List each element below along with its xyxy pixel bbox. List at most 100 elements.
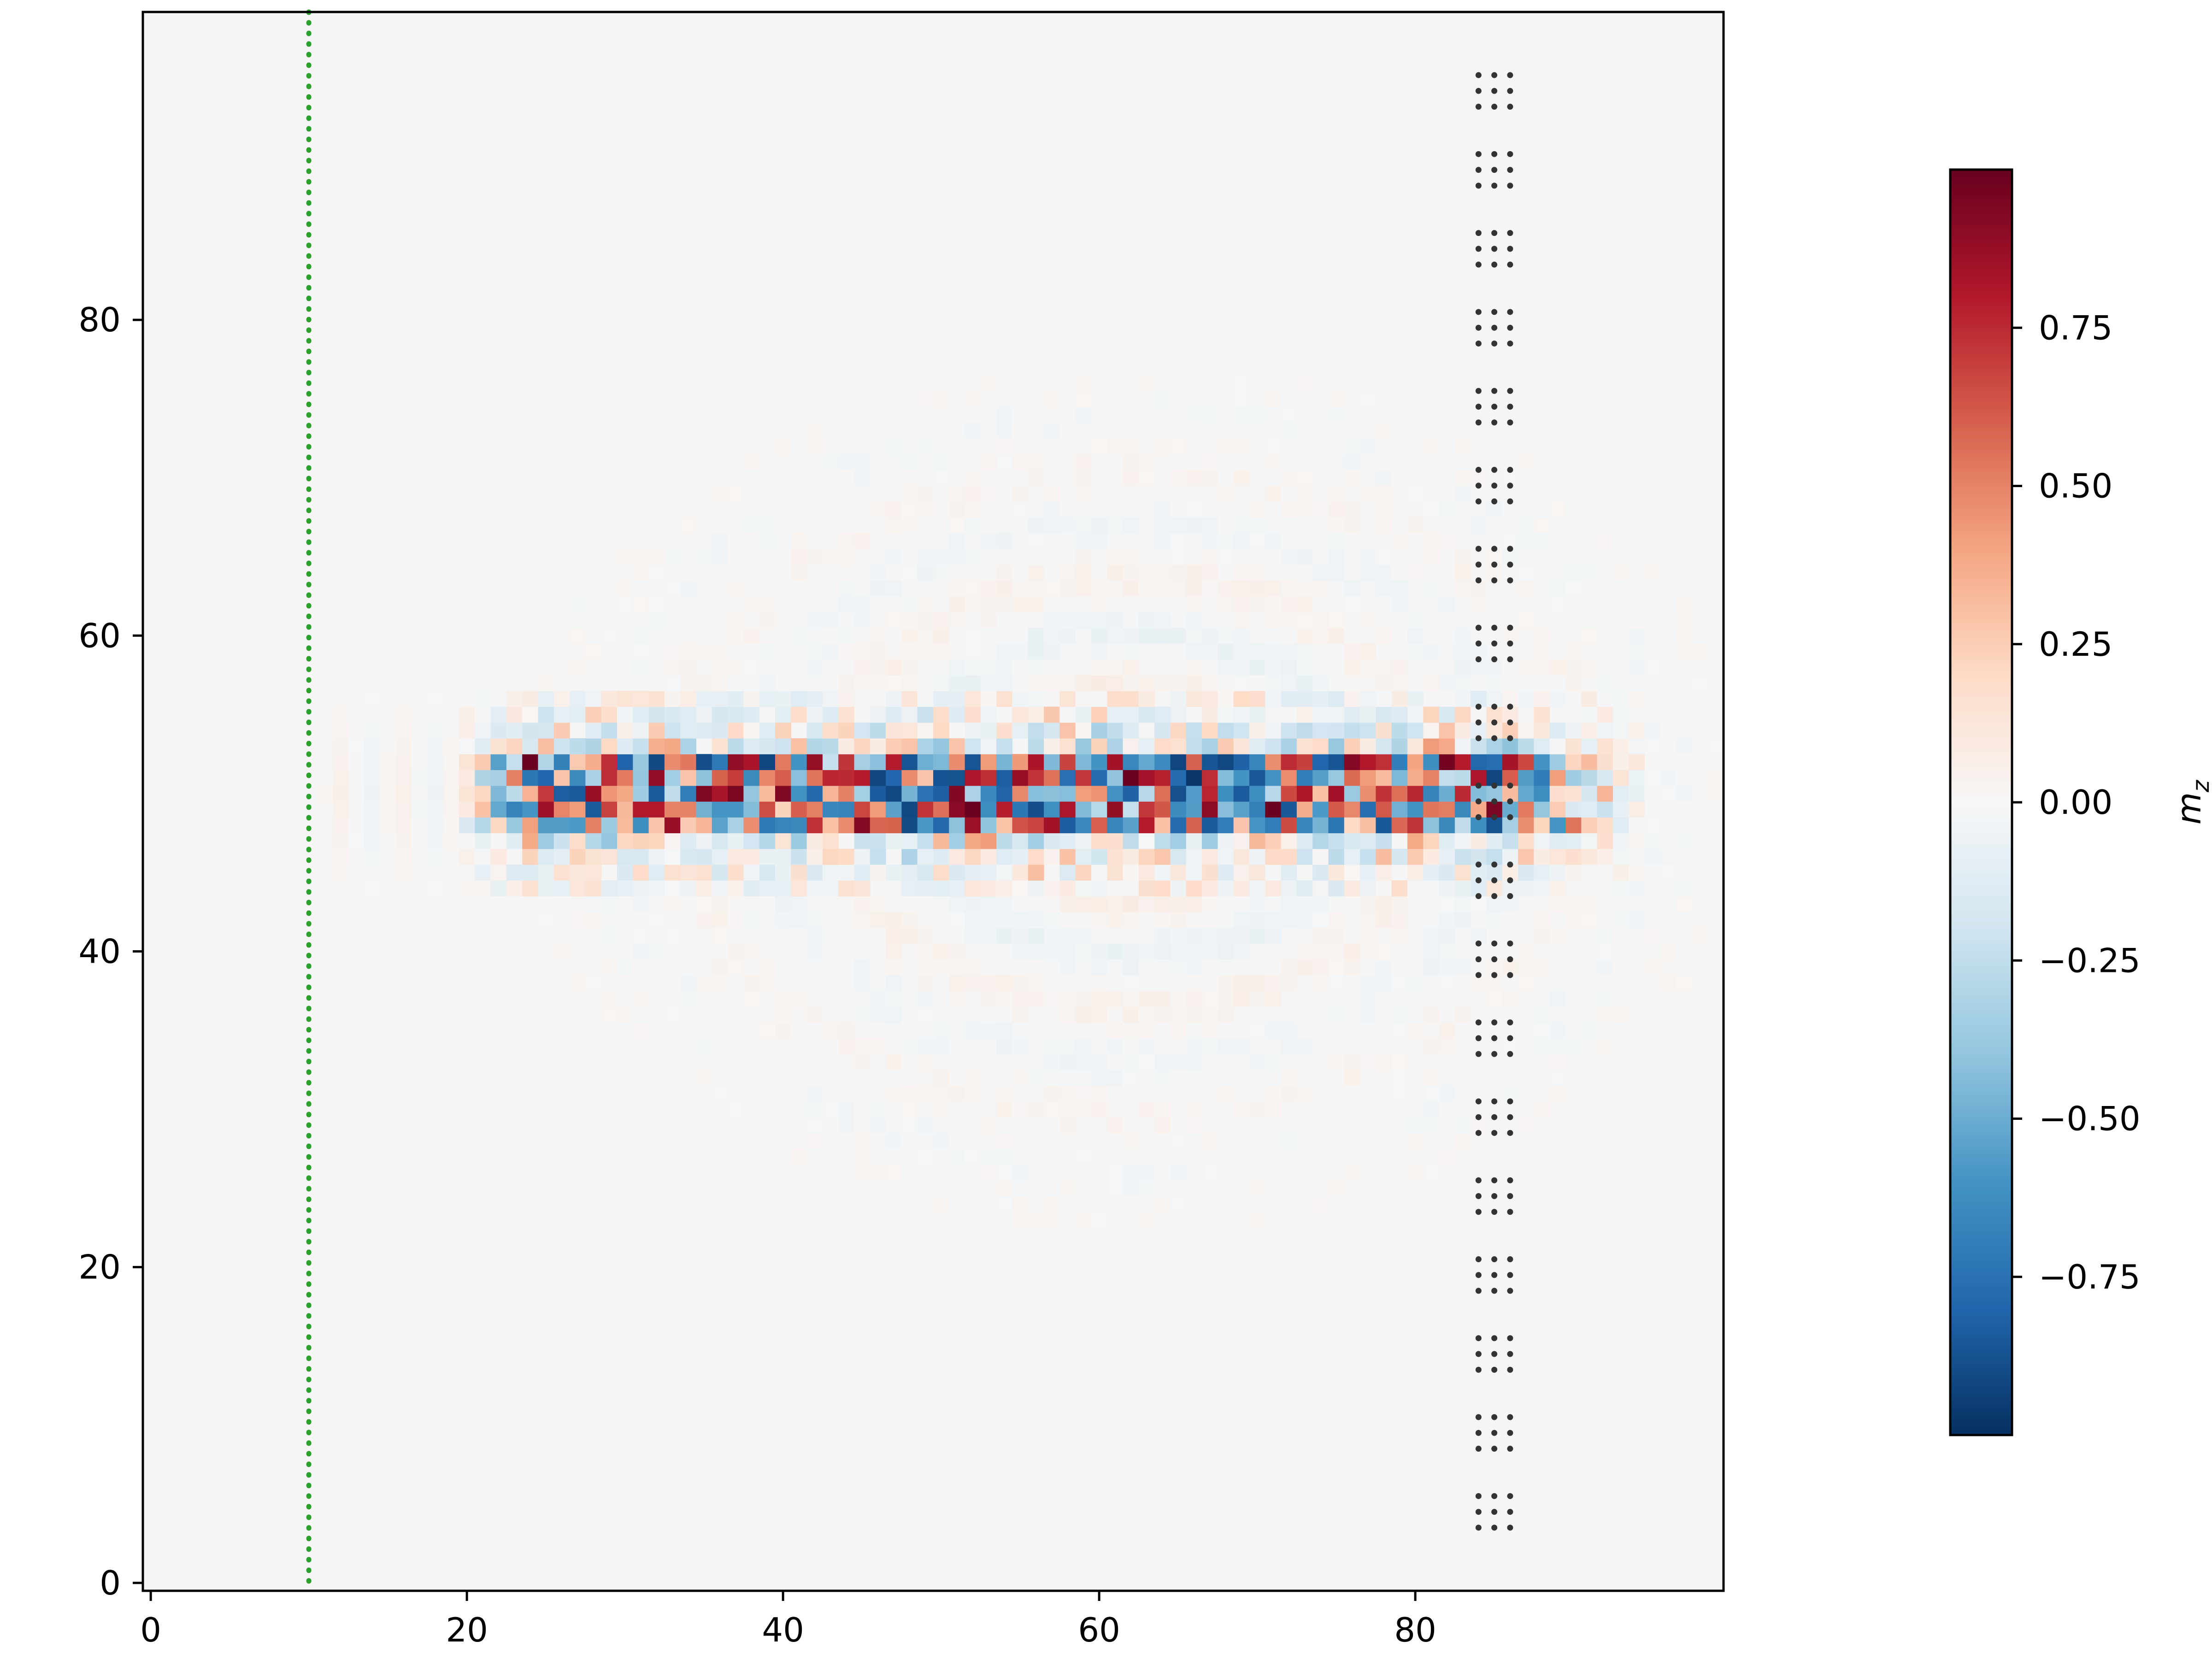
heatmap-cell [791,548,807,565]
heatmap-cell [791,659,807,676]
heatmap-cell [585,991,602,1007]
heatmap-cell [633,770,649,786]
heatmap-cell [870,565,886,581]
heatmap-cell [822,1101,839,1118]
heatmap-cell [822,770,839,786]
heatmap-cell [854,1038,871,1054]
probe-dot [1475,1051,1482,1057]
heatmap-cell [633,643,649,660]
heatmap-cell [1534,1006,1550,1023]
heatmap-cell [822,738,839,754]
heatmap-cell [1391,580,1408,597]
heatmap-cell [617,722,633,739]
heatmap-cell [1044,785,1060,802]
heatmap-cell [1233,612,1250,628]
heatmap-cell [901,454,918,471]
heatmap-cell [633,612,649,628]
heatmap-cell [806,548,823,565]
heatmap-cell [1202,991,1218,1007]
heatmap-cell [965,865,981,881]
heatmap-cell [1265,485,1282,502]
heatmap-cell [1296,375,1313,391]
heatmap-cell [886,722,902,739]
heatmap-cell [680,738,697,754]
heatmap-cell [728,943,744,960]
heatmap-cell [570,738,586,754]
heatmap-cell [1344,770,1360,786]
heatmap-cell [633,628,649,644]
heatmap-cell [1549,659,1566,676]
heatmap-cell [917,1070,934,1086]
heatmap-cell [980,1133,997,1149]
heatmap-cell [1233,375,1250,391]
heatmap-cell [1249,548,1265,565]
heatmap-cell [1471,596,1487,612]
probe-dot [1507,1524,1513,1531]
heatmap-cell [1454,1133,1471,1149]
heatmap-cell [1454,438,1471,454]
heatmap-cell [1138,1164,1155,1181]
heatmap-cell [870,785,886,802]
heatmap-cell [1265,722,1282,739]
heatmap-cell [1202,1164,1218,1181]
probe-dot [1475,546,1482,552]
heatmap-cell [1549,833,1566,849]
heatmap-cell [1186,580,1202,597]
heatmap-cell [1123,375,1139,391]
heatmap-cell [917,722,934,739]
heatmap-cell [1360,991,1376,1007]
heatmap-cell [712,738,728,754]
heatmap-cell [1360,691,1376,707]
heatmap-cell [1202,1006,1218,1023]
heatmap-cell [1075,565,1092,581]
heatmap-cell [1202,470,1218,486]
heatmap-cell [1312,391,1329,407]
heatmap-cell [1138,1133,1155,1149]
heatmap-cell [886,991,902,1007]
heatmap-cell [996,533,1013,549]
heatmap-cell [743,1006,760,1023]
heatmap-cell [901,1038,918,1054]
heatmap-cell [1565,675,1582,691]
heatmap-cell [933,501,949,518]
heatmap-cell [1376,833,1392,849]
heatmap-cell [996,580,1013,597]
heatmap-cell [522,801,539,818]
heatmap-cell [1170,517,1187,534]
heatmap-cell [791,817,807,834]
heatmap-cell [1328,833,1345,849]
heatmap-cell [712,817,728,834]
heatmap-cell [886,754,902,771]
heatmap-cell [822,422,839,439]
heatmap-cell [1123,1038,1139,1054]
heatmap-cell [1233,880,1250,897]
heatmap-cell [1296,1133,1313,1149]
heatmap-cell [886,801,902,818]
heatmap-cell [933,406,949,423]
heatmap-cell [1028,628,1044,644]
heatmap-cell [870,754,886,771]
probe-dot [1507,246,1513,252]
heatmap-cell [728,770,744,786]
probe-dot [1475,419,1482,426]
heatmap-cell [775,865,791,881]
heatmap-cell [1075,959,1092,976]
heatmap-cell [743,1085,760,1102]
probe-dot [1491,656,1498,663]
heatmap-cell [1376,580,1392,597]
heatmap-cell [553,691,570,707]
heatmap-cell [949,1196,965,1212]
heatmap-cell [1154,1164,1171,1181]
heatmap-cell [791,770,807,786]
heatmap-cell [1391,1133,1408,1149]
heatmap-cell [475,865,491,881]
heatmap-cell [1154,801,1171,818]
heatmap-cell [1107,738,1124,754]
heatmap-cell [980,722,997,739]
heatmap-cell [1107,517,1124,534]
heatmap-cell [1281,675,1297,691]
heatmap-cell [1281,1180,1297,1197]
heatmap-cell [759,975,776,991]
heatmap-cell [1391,754,1408,771]
probe-dot [1491,1193,1498,1199]
